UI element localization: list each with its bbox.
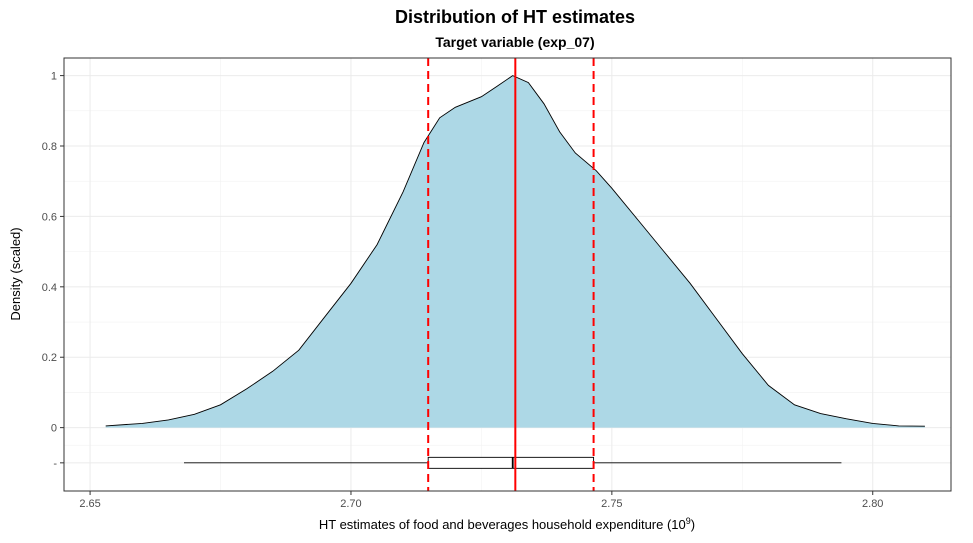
y-tick-label: 0 <box>51 423 57 435</box>
y-tick-label: 0.4 <box>42 282 57 294</box>
y-tick-label: 0.2 <box>42 352 57 364</box>
x-tick-label: 2.80 <box>862 498 883 510</box>
x-axis-title-main: HT estimates of food and beverages house… <box>319 517 686 532</box>
y-tick-label: 0.8 <box>42 141 57 153</box>
axis-ticks: 2.65 2.70 2.75 2.80 0 0.2 0.4 0.6 0.8 1 - <box>42 71 884 510</box>
x-axis-title-superscript: 9 <box>686 516 691 526</box>
y-tick-label-boxplot: - <box>53 458 57 470</box>
x-axis-title-suffix: ) <box>691 517 695 532</box>
y-axis-title: Density (scaled) <box>8 227 23 320</box>
reference-lines <box>427 58 595 491</box>
boxplot-box <box>427 456 595 469</box>
plot-border <box>63 57 952 492</box>
x-tick-label: 2.70 <box>340 498 361 510</box>
chart-subtitle: Target variable (exp_07) <box>435 34 594 50</box>
density-curve <box>105 75 925 427</box>
x-tick-label: 2.65 <box>79 498 100 510</box>
x-axis-title: HT estimates of food and beverages house… <box>319 516 695 532</box>
y-tick-label: 0.6 <box>42 211 57 223</box>
chart-title: Distribution of HT estimates <box>395 7 635 27</box>
x-tick-label: 2.75 <box>601 498 622 510</box>
y-tick-label: 1 <box>51 71 57 83</box>
